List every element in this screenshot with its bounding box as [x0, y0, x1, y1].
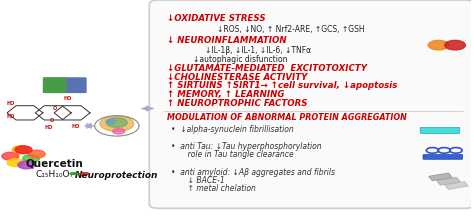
Circle shape	[12, 146, 29, 154]
Circle shape	[106, 119, 115, 124]
FancyBboxPatch shape	[149, 0, 474, 208]
Text: ↓GLUTAMATE-MEDIATED  EXCITOTOXICTY: ↓GLUTAMATE-MEDIATED EXCITOTOXICTY	[167, 64, 367, 73]
Ellipse shape	[80, 173, 89, 175]
Circle shape	[428, 40, 449, 50]
Circle shape	[23, 155, 39, 162]
Text: MODULATION OF ABNORMAL PROTEIN AGGREGATION: MODULATION OF ABNORMAL PROTEIN AGGREGATI…	[167, 113, 407, 122]
Circle shape	[107, 118, 127, 127]
Text: O: O	[53, 105, 57, 111]
Text: ↓OXIDATIVE STRESS: ↓OXIDATIVE STRESS	[167, 14, 266, 23]
Text: HO: HO	[6, 114, 15, 119]
Text: O: O	[50, 118, 54, 123]
Text: ↓autophagic disfunction: ↓autophagic disfunction	[193, 55, 288, 64]
Polygon shape	[437, 177, 460, 185]
Circle shape	[113, 128, 125, 134]
Polygon shape	[445, 182, 468, 189]
Text: role in Tau tangle clearance: role in Tau tangle clearance	[171, 150, 293, 159]
Circle shape	[15, 146, 32, 154]
Text: HO: HO	[6, 100, 15, 106]
Text: ↓ NEUROINFLAMMATION: ↓ NEUROINFLAMMATION	[167, 36, 287, 45]
Circle shape	[100, 116, 134, 132]
Text: ↑ SIRTUINS ↑SIRT1→ ↑cell survival, ↓apoptosis: ↑ SIRTUINS ↑SIRT1→ ↑cell survival, ↓apop…	[167, 81, 398, 90]
Polygon shape	[428, 173, 452, 181]
Text: Neuroprotection: Neuroprotection	[75, 171, 158, 180]
Text: ↑ metal chelation: ↑ metal chelation	[171, 184, 255, 193]
Text: HO: HO	[45, 125, 53, 130]
Text: C₁₅H₁₀O₇: C₁₅H₁₀O₇	[35, 170, 73, 179]
Text: •  anti Tau: ↓Tau hyperphosphorylation: • anti Tau: ↓Tau hyperphosphorylation	[171, 142, 321, 151]
Circle shape	[7, 159, 24, 167]
FancyBboxPatch shape	[43, 77, 87, 93]
Text: HO: HO	[71, 124, 80, 130]
Text: ↓ BACE-1: ↓ BACE-1	[171, 176, 224, 185]
Ellipse shape	[70, 173, 79, 175]
Circle shape	[18, 161, 35, 169]
Text: ↓CHOLINESTERASE ACTIVITY: ↓CHOLINESTERASE ACTIVITY	[167, 72, 308, 82]
Text: HO: HO	[63, 95, 72, 101]
Circle shape	[2, 152, 19, 160]
Text: •  ↓alpha-synuclein fibrillisation: • ↓alpha-synuclein fibrillisation	[171, 125, 293, 134]
Circle shape	[28, 150, 45, 158]
Text: •  anti amyloid: ↓Aβ aggregates and fibrils: • anti amyloid: ↓Aβ aggregates and fibri…	[171, 168, 335, 177]
Text: Quercetin: Quercetin	[25, 159, 83, 169]
FancyBboxPatch shape	[420, 127, 460, 133]
Circle shape	[445, 40, 465, 50]
FancyBboxPatch shape	[43, 77, 66, 93]
Text: ↑ NEUROPTROPHIC FACTORS: ↑ NEUROPTROPHIC FACTORS	[167, 99, 308, 108]
Text: ↑ MEMORY, ↑ LEARNING: ↑ MEMORY, ↑ LEARNING	[167, 90, 285, 99]
FancyBboxPatch shape	[423, 155, 463, 159]
Text: ↓IL-1β, ↓IL-1, ↓IL-6, ↓TNFα: ↓IL-1β, ↓IL-1, ↓IL-6, ↓TNFα	[205, 46, 311, 56]
Text: ↓ROS, ↓NO, ↑ Nrf2-ARE, ↑GCS, ↑GSH: ↓ROS, ↓NO, ↑ Nrf2-ARE, ↑GCS, ↑GSH	[217, 25, 365, 34]
